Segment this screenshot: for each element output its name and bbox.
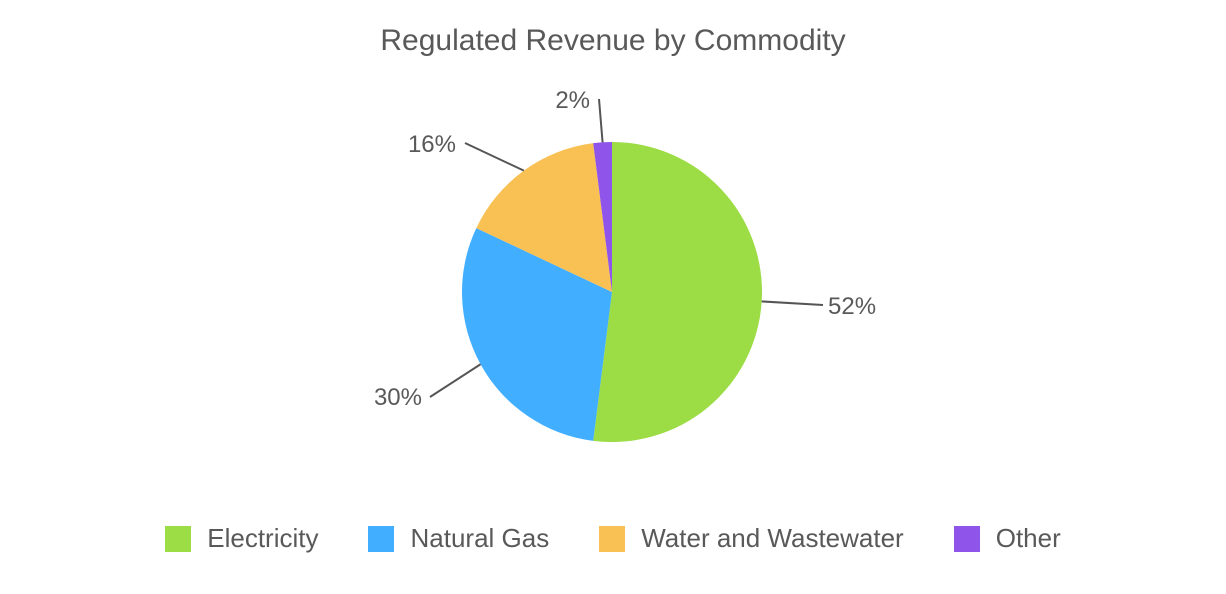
leader-line xyxy=(464,142,525,172)
leader-line xyxy=(429,363,482,398)
legend-item-natural-gas[interactable]: Natural Gas xyxy=(368,523,549,554)
slice-percent-label: 2% xyxy=(555,87,590,114)
leader-lines xyxy=(429,98,824,398)
legend-item-other[interactable]: Other xyxy=(953,523,1061,554)
chart-title: Regulated Revenue by Commodity xyxy=(380,24,846,57)
slice-percent-label: 52% xyxy=(828,293,876,320)
pie-slice-other[interactable] xyxy=(593,142,612,292)
leader-line xyxy=(598,98,604,143)
pie-slice-electricity[interactable] xyxy=(593,142,762,442)
legend-swatch-other xyxy=(953,525,980,552)
pie-slice-natural-gas[interactable] xyxy=(461,228,612,441)
pie-slice-water-and-wastewater[interactable] xyxy=(476,143,612,292)
legend-swatch-water xyxy=(599,525,626,552)
pie-slices xyxy=(461,142,762,442)
legend-label: Other xyxy=(995,523,1061,553)
leader-line xyxy=(761,300,824,306)
legend-item-electricity[interactable]: Electricity xyxy=(165,523,318,554)
legend-label: Electricity xyxy=(207,523,319,553)
slice-labels: 52% 30% 16% 2% xyxy=(374,87,876,411)
legend-swatch-natural-gas xyxy=(368,525,395,552)
legend-label: Natural Gas xyxy=(410,523,550,553)
legend-item-water[interactable]: Water and Wastewater xyxy=(599,523,904,554)
slice-percent-label: 16% xyxy=(408,131,456,158)
legend: Electricity Natural Gas Water and Wastew… xyxy=(0,523,1226,554)
legend-label: Water and Wastewater xyxy=(641,523,904,553)
legend-swatch-electricity xyxy=(165,525,192,552)
slice-percent-label: 30% xyxy=(374,384,422,411)
